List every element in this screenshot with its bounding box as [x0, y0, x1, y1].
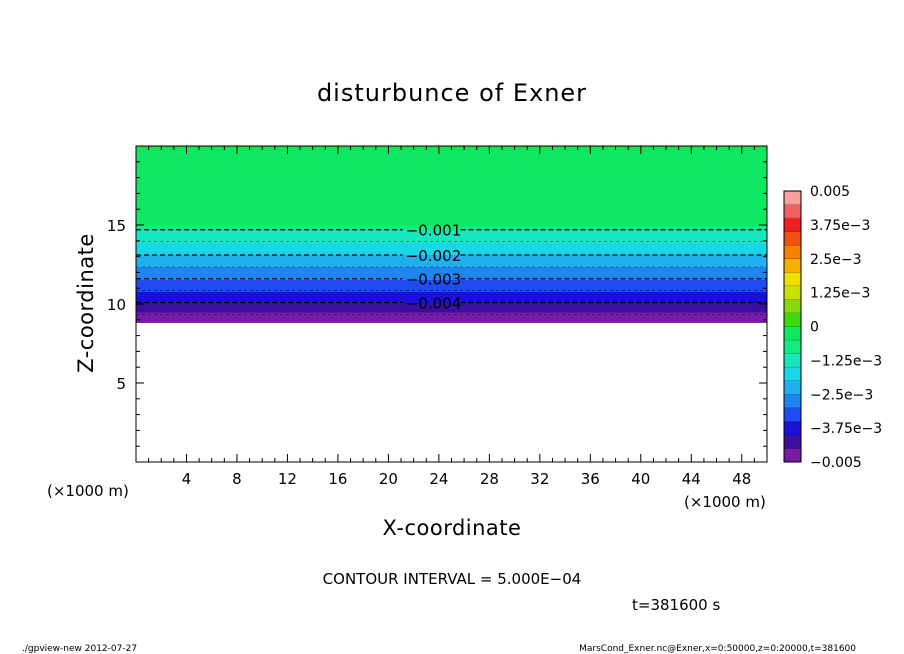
colorbar-segment — [784, 380, 801, 395]
colorbar-segment — [784, 191, 801, 205]
colorbar-segment — [784, 204, 801, 219]
contour-layer: −0.001 −0.002 −0.003 −0.004 — [136, 222, 767, 315]
footer-left: ./gpview-new 2012-07-27 — [22, 644, 137, 654]
colorbar-segment — [784, 231, 801, 246]
colorbar-segment — [784, 272, 801, 287]
y-tick-label: 15 — [107, 217, 126, 235]
x-tick-label: 12 — [278, 470, 297, 488]
colorbar-segment — [784, 367, 801, 381]
x-axis-title: X-coordinate — [383, 516, 522, 540]
colorbar-segment — [784, 312, 801, 327]
colorbar-segment — [784, 394, 801, 409]
colorbar-tick-label: −2.5e−3 — [810, 387, 873, 403]
colorbar-segment — [784, 285, 801, 300]
colorbar-segment — [784, 353, 801, 368]
x-tick-label: 36 — [581, 470, 600, 488]
colorbar-tick-label: 2.5e−3 — [810, 252, 862, 268]
field-fill — [136, 146, 767, 323]
x-axis: 4 8 12 16 20 24 28 32 36 40 44 48 — [148, 146, 755, 488]
y-axis: 5 10 15 — [107, 161, 767, 447]
colorbar-tick-label: −0.005 — [810, 455, 862, 471]
contour-label: −0.002 — [406, 247, 462, 265]
contour-interval-label: CONTOUR INTERVAL = 5.000E−04 — [323, 570, 582, 588]
footer-right: MarsCond_Exner.nc@Exner,x=0:50000,z=0:20… — [579, 644, 856, 654]
y-tick-label: 10 — [107, 296, 126, 314]
colorbar-segment — [784, 434, 801, 449]
colorbar-segment — [784, 448, 801, 463]
x-tick-label: 28 — [480, 470, 499, 488]
colorbar-segment — [784, 218, 801, 232]
colorbar-tick-label: 3.75e−3 — [810, 218, 870, 234]
colorbar: 0.005 3.75e−3 2.5e−3 1.25e−3 0 −1.25e−3 −2.5e−… — [783, 184, 882, 471]
colorbar-tick-label: 1.25e−3 — [810, 286, 870, 302]
x-unit-label: (×1000 m) — [684, 493, 766, 511]
x-tick-label: 32 — [530, 470, 549, 488]
colorbar-tick-label: −1.25e−3 — [810, 353, 882, 369]
x-tick-label: 24 — [429, 470, 448, 488]
x-tick-label: 4 — [182, 470, 192, 488]
contour-label: −0.001 — [406, 222, 462, 240]
colorbar-segment — [784, 245, 801, 260]
y-unit-label: (×1000 m) — [47, 482, 129, 500]
colorbar-segment — [784, 340, 801, 354]
x-tick-label: 48 — [732, 470, 751, 488]
plot-area: −0.001−0.002−0.003−0.004 4 8 12 16 20 24 28 32 3… — [107, 145, 768, 488]
y-tick-label: 5 — [116, 375, 126, 393]
x-tick-label: 44 — [682, 470, 701, 488]
x-tick-label: 40 — [631, 470, 650, 488]
y-axis-title: Z-coordinate — [74, 233, 98, 373]
x-tick-label: 8 — [232, 470, 242, 488]
contour-label: −0.003 — [406, 271, 462, 289]
contour-label: −0.004 — [406, 294, 462, 312]
colorbar-tick-label: 0.005 — [810, 184, 850, 200]
colorbar-segment — [784, 407, 801, 422]
colorbar-segment — [784, 326, 801, 341]
colorbar-segment — [784, 299, 801, 314]
time-label: t=381600 s — [632, 596, 720, 614]
colorbar-segment — [784, 421, 801, 436]
colorbar-tick-label: −3.75e−3 — [810, 421, 882, 437]
x-tick-label: 16 — [328, 470, 347, 488]
chart-title: disturbunce of Exner — [317, 79, 587, 107]
colorbar-tick-label: 0 — [810, 320, 819, 336]
colorbar-segment — [784, 258, 801, 273]
x-tick-label: 20 — [379, 470, 398, 488]
